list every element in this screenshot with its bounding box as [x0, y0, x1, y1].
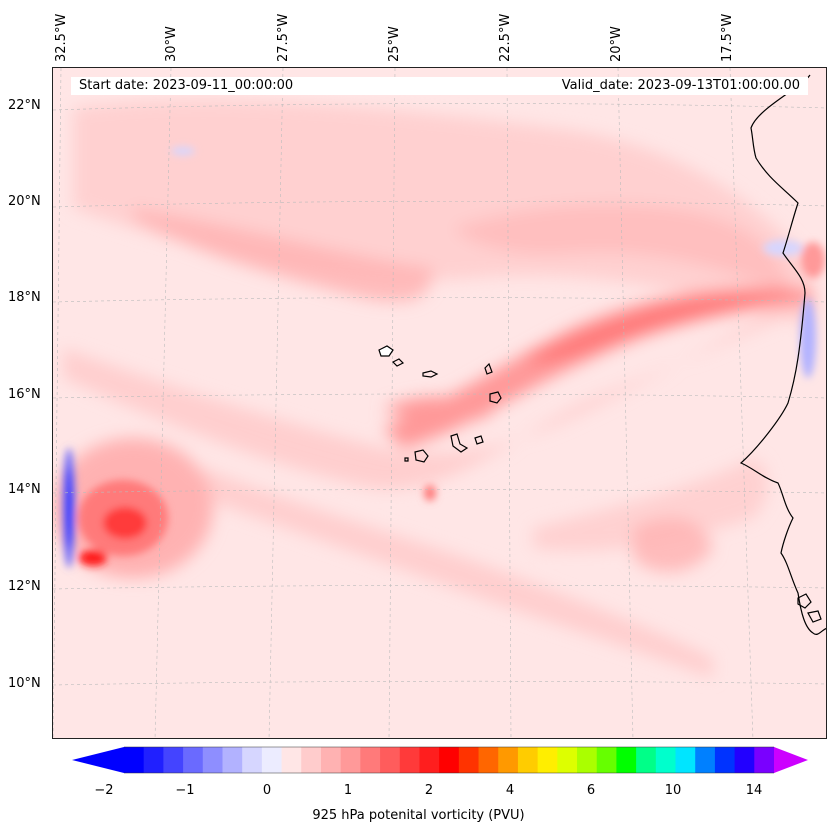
colorbar-cell — [596, 747, 617, 773]
colorbar-cell — [261, 747, 283, 773]
colorbar-cell — [557, 747, 578, 773]
colorbar-cell — [636, 747, 657, 773]
colorbar-tick: 6 — [586, 783, 596, 798]
colorbar-tick: −2 — [94, 783, 114, 798]
colorbar-tick: 2 — [424, 783, 434, 798]
lat-label: 14°N — [8, 482, 41, 497]
graticule — [53, 68, 826, 738]
colorbar-cell — [222, 747, 243, 773]
colorbar-cell — [577, 747, 598, 773]
colorbar-cell — [301, 747, 322, 773]
colorbar-cell — [675, 747, 696, 773]
colorbar-cell — [360, 747, 381, 773]
colorbar-cell — [478, 747, 499, 773]
colorbar-cell — [143, 747, 164, 773]
colorbar-cell — [498, 747, 519, 773]
lat-label: 22°N — [8, 98, 41, 113]
lon-label: 25°W — [387, 26, 402, 62]
colorbar-cell — [399, 747, 420, 773]
lat-label: 20°N — [8, 194, 41, 209]
pv-maxima — [63, 147, 825, 568]
colorbar-tick: 4 — [505, 783, 515, 798]
colorbar-label: 925 hPa potenital vorticity (PVU) — [312, 808, 525, 823]
lon-label: 17.5°W — [720, 13, 735, 62]
colorbar-cell — [714, 747, 736, 773]
lon-label: 20°W — [609, 26, 624, 62]
colorbar-cell — [458, 747, 480, 773]
colorbar-tick: 0 — [262, 783, 272, 798]
lon-label: 22.5°W — [498, 13, 513, 62]
coastline — [378, 74, 826, 635]
colorbar-cell — [695, 747, 716, 773]
colorbar-min-extend — [72, 747, 124, 773]
info-bar: Start date: 2023-09-11_00:00:00 Valid_da… — [71, 77, 808, 95]
lon-label: 30°W — [164, 26, 179, 62]
lat-label: 18°N — [8, 290, 41, 305]
colorbar-cell — [655, 747, 677, 773]
colorbar-tick: −1 — [175, 783, 195, 798]
colorbar — [72, 746, 808, 774]
colorbar-tick: 1 — [343, 783, 353, 798]
colorbar-tick: 14 — [745, 783, 763, 798]
colorbar-cell — [163, 747, 184, 773]
colorbar-cell — [380, 747, 401, 773]
lat-label: 10°N — [8, 676, 41, 691]
colorbar-cell — [124, 747, 145, 773]
lat-label: 12°N — [8, 579, 41, 594]
colorbar-cell — [340, 747, 361, 773]
valid-date-label: Valid_date: 2023-09-13T01:00:00.00 — [561, 78, 800, 93]
lon-label: 32.5°W — [54, 13, 69, 62]
colorbar-cell — [537, 747, 558, 773]
start-date-label: Start date: 2023-09-11_00:00:00 — [79, 78, 294, 93]
colorbar-cell — [242, 747, 263, 773]
colorbar-cell — [734, 747, 755, 773]
colorbar-max-extend — [774, 747, 808, 773]
colorbar-cell — [754, 747, 775, 773]
colorbar-tick: 10 — [664, 783, 682, 798]
colorbar-cell — [183, 747, 204, 773]
colorbar-cell — [202, 747, 223, 773]
colorbar-cell — [320, 747, 342, 773]
map-panel[interactable] — [52, 67, 827, 739]
colorbar-cell — [419, 747, 440, 773]
colorbar-cell — [439, 747, 460, 773]
lat-label: 16°N — [8, 387, 41, 402]
vorticity-field — [53, 68, 826, 738]
lon-label: 27.5°W — [276, 13, 291, 62]
colorbar-cell — [517, 747, 539, 773]
colorbar-cell — [616, 747, 637, 773]
colorbar-cell — [281, 747, 302, 773]
